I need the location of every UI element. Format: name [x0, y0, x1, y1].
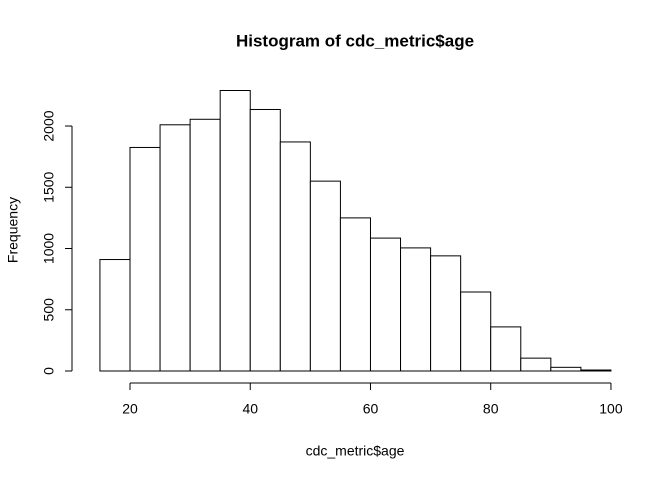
bar	[580, 369, 612, 372]
y-tick-label: 1500	[41, 171, 57, 202]
y-axis-label: Frequency	[5, 197, 21, 263]
bar	[309, 180, 341, 372]
bar	[129, 146, 161, 372]
bar	[369, 237, 402, 372]
bar	[189, 118, 221, 372]
bar	[249, 108, 281, 372]
x-tick-label: 60	[363, 401, 379, 417]
bar	[99, 259, 131, 372]
x-tick-label: 100	[599, 401, 623, 417]
x-tick-label: 40	[242, 401, 258, 417]
y-tick-label: 2000	[41, 110, 57, 141]
bar	[520, 357, 552, 372]
bar	[460, 291, 492, 372]
y-tick-label: 1000	[41, 233, 57, 264]
chart-title: Histogram of cdc_metric$age	[236, 31, 474, 50]
bar	[159, 124, 191, 372]
x-tick-label: 20	[122, 401, 138, 417]
y-tick-label: 500	[41, 298, 57, 322]
bar	[550, 366, 582, 372]
bar	[400, 247, 432, 372]
bar	[490, 326, 522, 372]
x-axis-label: cdc_metric$age	[306, 443, 405, 459]
x-tick-label: 80	[483, 401, 499, 417]
y-tick-label: 0	[41, 367, 57, 375]
bar	[279, 141, 311, 372]
bar	[430, 255, 462, 372]
bar	[219, 90, 251, 372]
bar	[339, 217, 371, 372]
